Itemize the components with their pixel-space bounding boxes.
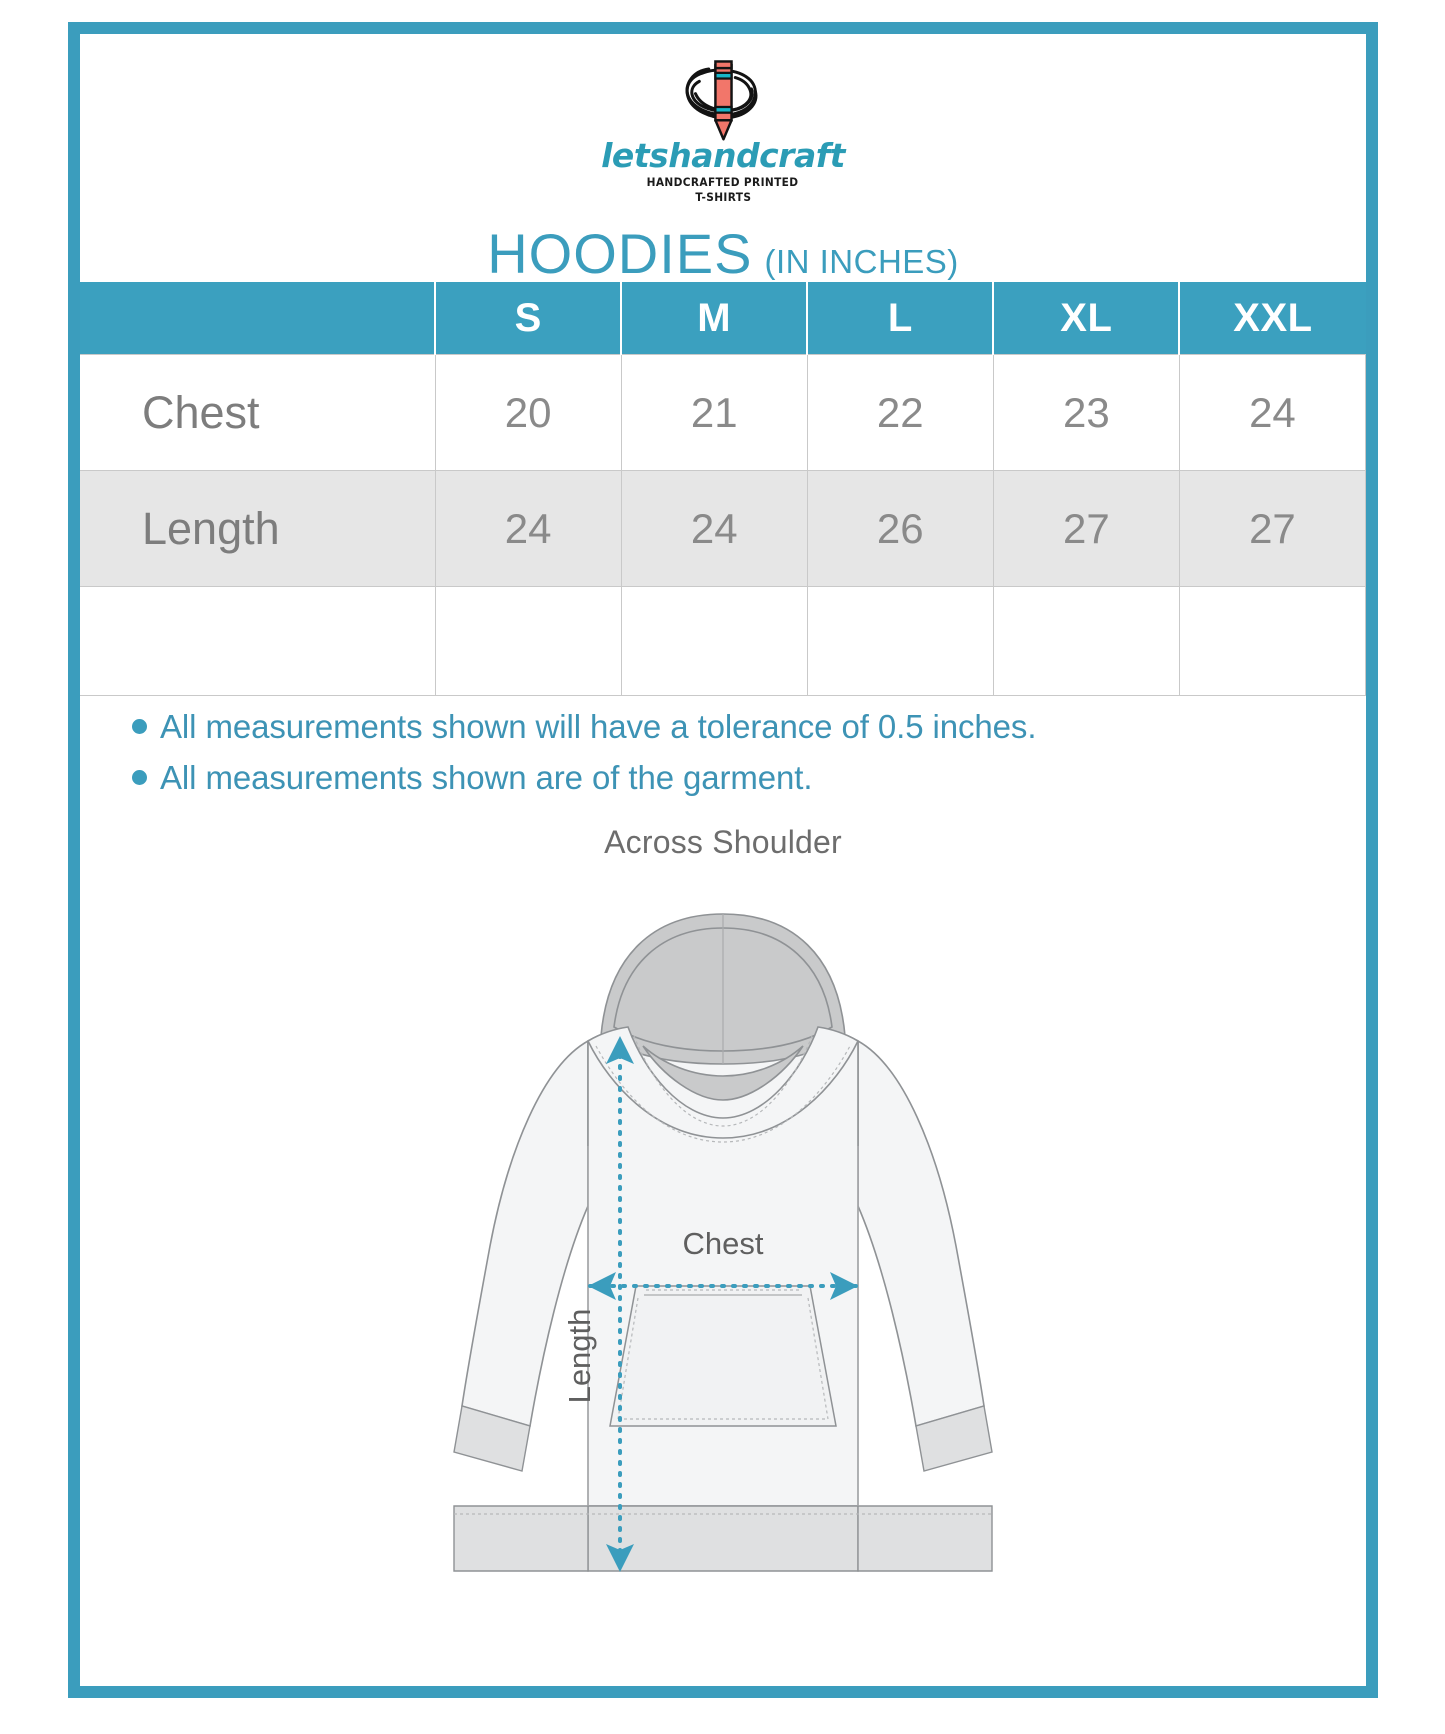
cell-length-l: 26 <box>806 470 994 587</box>
cell-chest-xxl: 24 <box>1178 354 1367 471</box>
size-table: S M L XL XXL Chest 20 21 22 23 24 Length <box>80 282 1367 696</box>
length-arrow-bottom <box>606 1544 634 1572</box>
brand-tagline-line1: HANDCRAFTED PRINTED <box>647 175 799 189</box>
garment-diagram: Across Shoulder .body-fill { fill:#f4f5f… <box>80 824 1366 1684</box>
cell-empty-xxl <box>1178 586 1367 696</box>
brand-header: letshandcraft HANDCRAFTED PRINTED T-SHIR… <box>80 34 1366 282</box>
size-chart-frame: letshandcraft HANDCRAFTED PRINTED T-SHIR… <box>68 22 1378 1698</box>
cell-empty-m <box>620 586 808 696</box>
pencil-scribble-icon <box>685 60 758 141</box>
page-title: HOODIES <box>487 222 753 285</box>
cell-chest-m: 21 <box>620 354 808 471</box>
note-text-tolerance: All measurements shown will have a toler… <box>160 708 1037 745</box>
table-row: Chest 20 21 22 23 24 <box>80 354 1367 471</box>
chest-dimension-label: Chest <box>683 1226 764 1261</box>
table-row <box>80 586 1367 696</box>
bullet-icon <box>132 770 147 786</box>
chest-arrow-right <box>830 1272 858 1300</box>
cell-empty-l <box>806 586 994 696</box>
cell-empty-xl <box>992 586 1180 696</box>
across-shoulder-label: Across Shoulder <box>604 824 842 860</box>
row-label-empty <box>80 586 436 696</box>
brand-tagline-line2: T-SHIRTS <box>695 190 751 204</box>
row-label-chest: Chest <box>80 354 436 471</box>
column-header-xxl: XXL <box>1178 282 1366 355</box>
cell-length-xl: 27 <box>992 470 1180 587</box>
notes-list: All measurements shown will have a toler… <box>132 706 1312 808</box>
length-dimension-label: Length <box>562 1309 597 1404</box>
cell-length-s: 24 <box>434 470 622 587</box>
cell-chest-s: 20 <box>434 354 622 471</box>
size-table-header: S M L XL XXL <box>80 282 1366 355</box>
chest-arrow-left <box>588 1272 616 1300</box>
cell-length-m: 24 <box>620 470 808 587</box>
length-arrow-top <box>606 1036 634 1064</box>
list-item: All measurements shown will have a toler… <box>132 706 1312 748</box>
cell-chest-xl: 23 <box>992 354 1180 471</box>
table-row: Length 24 24 26 27 27 <box>80 470 1367 587</box>
size-table-body: Chest 20 21 22 23 24 Length 24 24 26 27 … <box>80 354 1367 696</box>
column-header-xl: XL <box>992 282 1180 355</box>
column-header-measure <box>80 282 436 355</box>
page-title-unit: (IN INCHES) <box>764 243 959 280</box>
size-chart-inner: letshandcraft HANDCRAFTED PRINTED T-SHIR… <box>80 34 1367 1686</box>
list-item: All measurements shown are of the garmen… <box>132 757 1312 799</box>
note-text-garment: All measurements shown are of the garmen… <box>160 759 813 797</box>
column-header-m: M <box>620 282 808 355</box>
cell-chest-l: 22 <box>806 354 994 471</box>
chart-title-row: HOODIES (IN INCHES) <box>487 226 959 282</box>
cell-empty-s <box>434 586 622 696</box>
row-label-length: Length <box>80 470 436 587</box>
column-header-s: S <box>434 282 622 355</box>
hoodie-illustration: .body-fill { fill:#f4f5f6; stroke:#8f929… <box>453 913 993 1572</box>
column-header-l: L <box>806 282 994 355</box>
cell-length-xxl: 27 <box>1178 470 1367 587</box>
brand-wordmark: letshandcraft <box>601 136 845 175</box>
bullet-icon <box>132 719 147 734</box>
table-header-row: S M L XL XXL <box>80 282 1366 355</box>
